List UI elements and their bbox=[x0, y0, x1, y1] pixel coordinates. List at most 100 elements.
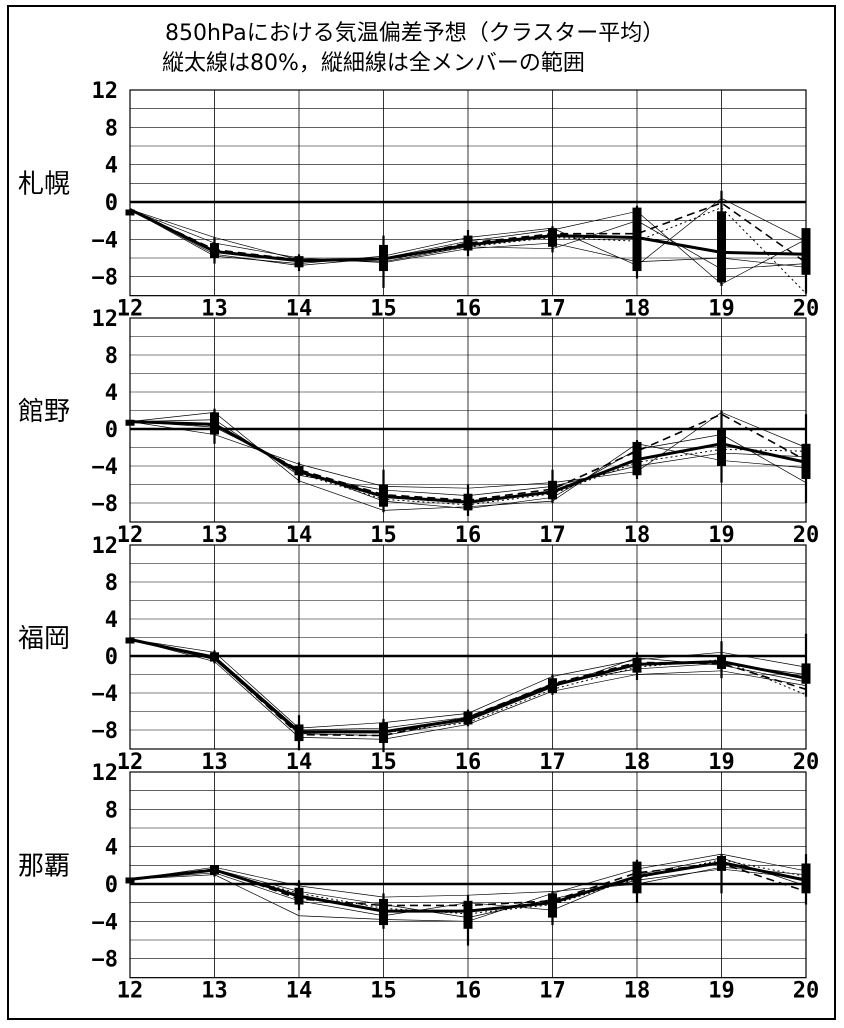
range-80-bar bbox=[548, 480, 557, 500]
y-tick-label: 0 bbox=[105, 191, 118, 216]
range-80-bar bbox=[548, 228, 557, 247]
x-tick-label: 20 bbox=[793, 750, 820, 775]
x-tick-label: 17 bbox=[539, 979, 566, 1004]
x-tick-label: 15 bbox=[370, 979, 397, 1004]
panel-3: 12 8 4 0 −4 −8 12 13 14 15 16 17 18 19 20 那覇 bbox=[18, 761, 819, 1004]
x-tick-label: 12 bbox=[117, 523, 144, 548]
station-label: 館野 bbox=[18, 397, 70, 427]
range-80-bar bbox=[210, 652, 219, 662]
y-tick-label: 12 bbox=[92, 761, 119, 786]
x-tick-label: 16 bbox=[455, 750, 482, 775]
range-80-bar bbox=[717, 429, 726, 466]
range-80-bar bbox=[294, 887, 304, 905]
x-tick-label: 14 bbox=[286, 750, 313, 775]
range-80-bar bbox=[801, 863, 811, 894]
outer-border bbox=[7, 5, 836, 1020]
y-tick-label: 4 bbox=[105, 381, 118, 406]
panel-2: 12 8 4 0 −4 −8 12 13 14 15 16 17 18 19 20 福岡 bbox=[18, 534, 819, 775]
range-80-bar bbox=[463, 493, 473, 511]
station-label: 那覇 bbox=[18, 852, 70, 882]
range-80-bar bbox=[463, 900, 473, 929]
station-label: 札幌 bbox=[18, 170, 70, 200]
y-tick-label: 4 bbox=[105, 154, 118, 179]
y-tick-label: 0 bbox=[105, 418, 118, 443]
chart-title-line2: 縦太線は80%，縦細線は全メンバーの範囲 bbox=[162, 51, 585, 76]
y-tick-label: 12 bbox=[92, 307, 119, 332]
range-80-bar bbox=[632, 441, 642, 476]
range-80-bar bbox=[379, 722, 388, 743]
y-tick-label: 8 bbox=[105, 571, 118, 596]
x-tick-label: 13 bbox=[201, 750, 228, 775]
x-tick-label: 16 bbox=[455, 979, 482, 1004]
range-80-bar bbox=[801, 443, 811, 479]
x-tick-label: 14 bbox=[286, 979, 313, 1004]
y-tick-label: 8 bbox=[105, 116, 118, 141]
range-80-bar bbox=[801, 663, 811, 684]
station-label: 福岡 bbox=[18, 624, 70, 654]
chart-title-line1: 850hPaにおける気温偏差予想（クラスター平均） bbox=[165, 21, 664, 46]
range-80-bar bbox=[463, 235, 473, 251]
range-80-bar bbox=[548, 893, 557, 918]
y-tick-label: −8 bbox=[92, 266, 119, 291]
range-80-bar bbox=[379, 898, 388, 926]
range-80-bar bbox=[294, 256, 304, 268]
range-80-bar bbox=[379, 484, 388, 507]
x-tick-label: 15 bbox=[370, 750, 397, 775]
range-80-bar bbox=[801, 228, 811, 275]
range-80-bar bbox=[632, 861, 642, 894]
y-tick-label: −8 bbox=[92, 948, 119, 973]
plot-border bbox=[129, 89, 807, 297]
range-80-bar bbox=[632, 207, 642, 272]
range-80-bar bbox=[548, 678, 557, 693]
range-80-bar bbox=[463, 711, 473, 725]
cluster-dashed-line bbox=[129, 202, 807, 264]
range-80-bar bbox=[379, 244, 388, 272]
range-80-bar bbox=[294, 466, 304, 476]
y-tick-label: 12 bbox=[92, 534, 119, 559]
y-tick-label: −4 bbox=[92, 455, 119, 480]
range-80-bar bbox=[632, 657, 642, 673]
range-80-bar bbox=[125, 637, 135, 644]
range-80-bar bbox=[294, 724, 304, 742]
range-80-bar bbox=[125, 419, 135, 426]
x-tick-label: 12 bbox=[117, 979, 144, 1004]
y-tick-label: 12 bbox=[92, 79, 119, 104]
x-tick-label: 20 bbox=[793, 979, 820, 1004]
x-tick-label: 18 bbox=[624, 750, 651, 775]
x-tick-label: 19 bbox=[708, 979, 735, 1004]
x-tick-label: 17 bbox=[539, 523, 566, 548]
panel-1: 12 8 4 0 −4 −8 12 13 14 15 16 17 18 19 20 館野 bbox=[18, 307, 819, 548]
y-tick-label: 8 bbox=[105, 344, 118, 369]
x-tick-label: 17 bbox=[539, 750, 566, 775]
range-80-bar bbox=[125, 877, 135, 884]
range-80-bar bbox=[717, 211, 726, 283]
range-80-bar bbox=[210, 412, 219, 435]
x-tick-label: 15 bbox=[370, 523, 397, 548]
x-tick-label: 19 bbox=[708, 523, 735, 548]
y-tick-label: 4 bbox=[105, 836, 118, 861]
x-tick-label: 16 bbox=[455, 523, 482, 548]
y-tick-label: 4 bbox=[105, 608, 118, 633]
x-tick-label: 19 bbox=[708, 750, 735, 775]
y-tick-label: 0 bbox=[105, 873, 118, 898]
y-tick-label: −4 bbox=[92, 682, 119, 707]
x-tick-label: 20 bbox=[793, 523, 820, 548]
x-tick-label: 14 bbox=[286, 523, 313, 548]
range-80-bar bbox=[125, 209, 135, 216]
y-tick-label: −8 bbox=[92, 719, 119, 744]
y-tick-label: 0 bbox=[105, 645, 118, 670]
range-80-bar bbox=[717, 656, 726, 669]
x-tick-label: 12 bbox=[117, 750, 144, 775]
y-tick-label: −4 bbox=[92, 228, 119, 253]
x-tick-label: 13 bbox=[201, 979, 228, 1004]
range-80-bar bbox=[210, 865, 219, 875]
y-tick-label: −4 bbox=[92, 910, 119, 935]
range-80-bar bbox=[717, 856, 726, 871]
x-tick-label: 18 bbox=[624, 523, 651, 548]
x-tick-label: 18 bbox=[624, 979, 651, 1004]
y-tick-label: 8 bbox=[105, 798, 118, 823]
x-tick-label: 13 bbox=[201, 523, 228, 548]
range-80-bar bbox=[210, 243, 219, 258]
